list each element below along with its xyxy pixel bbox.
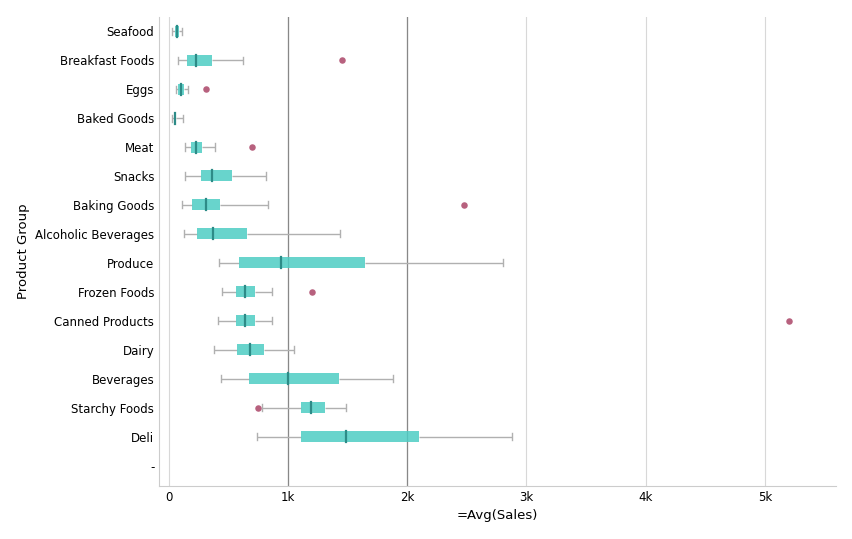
- Point: [781, 316, 795, 325]
- Point: [457, 201, 470, 209]
- Bar: [175, 26, 179, 37]
- Bar: [239, 258, 365, 268]
- Bar: [301, 402, 325, 413]
- Bar: [301, 431, 418, 442]
- Bar: [235, 315, 254, 326]
- Bar: [248, 373, 339, 384]
- X-axis label: =Avg(Sales): =Avg(Sales): [457, 509, 538, 522]
- Point: [199, 85, 212, 93]
- Bar: [187, 54, 211, 66]
- Bar: [235, 286, 254, 298]
- Bar: [192, 199, 220, 210]
- Bar: [201, 170, 232, 182]
- Point: [334, 56, 348, 65]
- Bar: [236, 344, 264, 355]
- Bar: [173, 113, 176, 123]
- Bar: [178, 84, 184, 94]
- Point: [245, 143, 259, 151]
- Bar: [197, 229, 247, 239]
- Point: [251, 403, 265, 412]
- Y-axis label: Product Group: Product Group: [17, 204, 30, 299]
- Bar: [191, 142, 202, 153]
- Point: [305, 287, 319, 296]
